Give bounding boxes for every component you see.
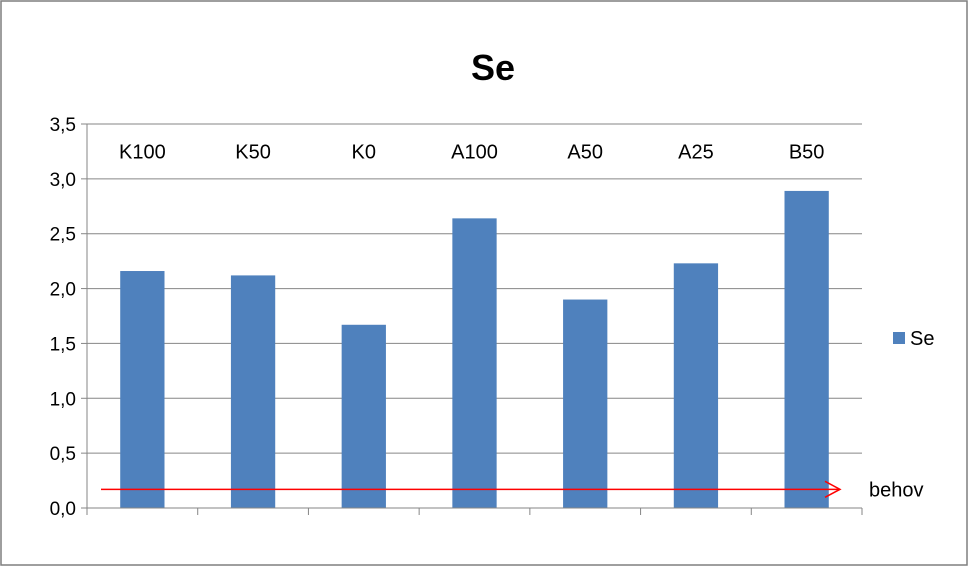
requirement-label: behov: [869, 479, 924, 501]
bar: [452, 218, 497, 508]
y-tick-label: 1,5: [50, 334, 76, 355]
category-label: A50: [567, 141, 603, 163]
bar: [230, 275, 276, 508]
category-labels: K100 K50 K0 A100 A50 A25 B50: [119, 141, 824, 163]
y-tick-label: 0,0: [50, 499, 76, 520]
category-label: B50: [789, 141, 825, 163]
requirement-arrow-head: [824, 480, 842, 499]
bars: [120, 190, 829, 508]
bar: [120, 271, 165, 508]
bar: [784, 190, 829, 508]
y-tick-label: 2,5: [50, 225, 76, 246]
y-tick-label: 1,0: [50, 389, 76, 410]
y-tick-label: 0,5: [50, 444, 76, 465]
y-tick-label: 3,5: [50, 115, 76, 136]
chart-title: Se: [471, 47, 515, 88]
category-label: K50: [235, 141, 271, 163]
bar: [563, 299, 608, 508]
legend-swatch: [893, 332, 905, 344]
category-label: K0: [352, 141, 376, 163]
legend-label: Se: [910, 328, 934, 350]
y-tick-label: 3,0: [50, 170, 76, 191]
category-label: K100: [119, 141, 166, 163]
bar: [341, 324, 386, 508]
category-label: A25: [678, 141, 714, 163]
category-label: A100: [451, 141, 498, 163]
requirement-annotation: behov: [101, 479, 924, 501]
y-tick-label: 2,0: [50, 280, 76, 301]
axes: [81, 123, 863, 515]
y-axis-tick-labels: 0,0 0,5 1,0 1,5 2,0 2,5 3,0 3,5: [50, 115, 76, 520]
legend: Se: [893, 328, 934, 350]
bar: [673, 263, 719, 508]
